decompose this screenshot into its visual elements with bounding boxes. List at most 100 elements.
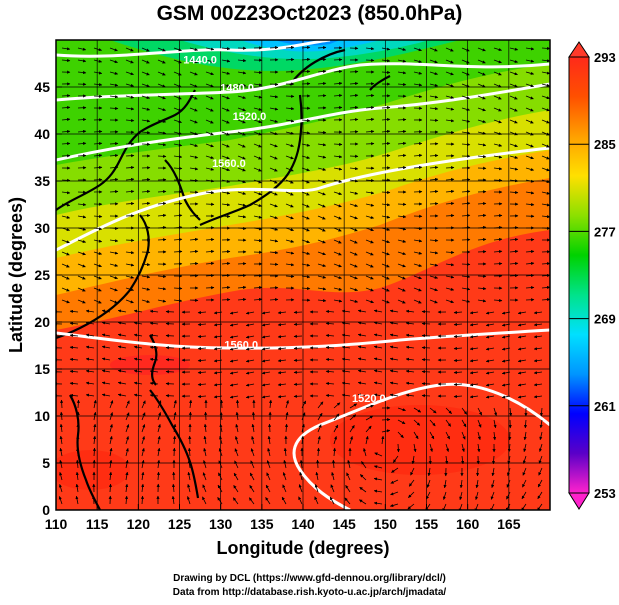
contour-label: 1520.0	[352, 393, 386, 405]
contour-label: 1560.0	[212, 158, 246, 170]
wind-arrow	[317, 412, 323, 421]
wind-arrow	[445, 214, 455, 218]
wind-arrow	[469, 359, 479, 363]
wind-arrow	[108, 471, 113, 481]
wind-arrow	[453, 322, 463, 327]
wind-arrow	[344, 497, 351, 505]
wind-arrow	[205, 71, 214, 76]
wind-arrow	[237, 262, 247, 266]
wind-arrow	[317, 81, 327, 86]
wind-arrow	[509, 261, 519, 266]
wind-arrow	[397, 419, 406, 425]
wind-arrow	[349, 263, 358, 268]
wind-arrow	[268, 399, 273, 409]
wind-arrow	[250, 460, 255, 469]
wind-arrow	[269, 298, 279, 302]
wind-arrow	[405, 333, 415, 337]
wind-arrow	[285, 58, 295, 62]
x-axis-ticks: 110 115 120 125 130 135 140 145 150 155 160 165	[45, 504, 521, 532]
wind-arrow	[141, 177, 151, 182]
wind-arrow	[77, 251, 86, 256]
wind-arrow	[517, 335, 527, 339]
wind-arrow	[245, 359, 255, 363]
wind-arrow	[149, 381, 159, 385]
wind-arrow	[485, 311, 495, 315]
wind-arrow	[221, 143, 230, 148]
wind-arrow	[125, 47, 134, 52]
wind-arrow	[61, 142, 71, 146]
colorbar-tick-label: 269	[594, 312, 616, 327]
wind-arrow	[85, 369, 95, 373]
wind-arrow	[101, 381, 111, 385]
philippines-coastline	[149, 389, 200, 499]
wind-arrow	[141, 412, 146, 421]
wind-arrow	[469, 335, 479, 339]
wind-arrow	[525, 107, 534, 112]
wind-arrow	[333, 402, 341, 409]
wind-arrow	[85, 357, 95, 361]
wind-arrow	[427, 467, 431, 477]
wind-arrow	[171, 495, 175, 505]
wind-arrow	[189, 237, 199, 242]
contour-1520-south	[292, 382, 550, 510]
wind-arrow	[317, 94, 327, 98]
wind-arrow	[85, 345, 95, 349]
wind-arrow	[541, 215, 550, 219]
wind-arrow	[469, 323, 479, 327]
wind-arrow	[389, 381, 399, 385]
wind-arrow	[469, 371, 479, 375]
wind-arrow	[173, 155, 183, 159]
wind-arrow	[202, 472, 207, 481]
wind-arrow	[341, 333, 351, 337]
wind-arrow	[202, 460, 207, 469]
wind-arrow	[492, 431, 497, 441]
wind-arrow	[333, 106, 343, 110]
wind-arrow	[411, 455, 415, 465]
wind-arrow	[413, 59, 422, 63]
wind-arrow	[325, 309, 335, 314]
wind-arrow	[269, 251, 279, 255]
wind-arrow	[213, 371, 223, 375]
wind-arrow	[389, 369, 399, 373]
wind-arrow	[461, 107, 470, 111]
wind-arrow	[125, 95, 135, 99]
wind-arrow	[429, 287, 438, 292]
wind-arrow	[525, 131, 534, 136]
wind-arrow	[173, 47, 182, 52]
wind-arrow	[341, 357, 351, 361]
wind-arrow	[329, 496, 335, 505]
wind-arrow	[517, 395, 527, 399]
wind-arrow	[253, 70, 263, 75]
map-title: GSM 00Z23Oct2023 (850.0hPa)	[156, 2, 463, 25]
wind-arrow	[390, 479, 399, 484]
wind-arrow	[133, 369, 143, 373]
wind-arrow	[75, 495, 79, 505]
wind-arrow	[189, 47, 198, 51]
contour-label: 1520.0	[233, 111, 267, 123]
wind-arrow	[186, 496, 191, 505]
wind-arrow	[173, 71, 182, 76]
wind-arrow	[493, 167, 503, 171]
wind-arrow	[213, 395, 223, 399]
wind-arrow	[141, 262, 151, 267]
wind-arrow	[357, 321, 367, 325]
y-tick-label: 25	[34, 267, 50, 283]
wind-arrow	[429, 177, 439, 182]
wind-arrow	[77, 263, 86, 268]
wind-arrow	[285, 155, 294, 160]
wind-arrow	[197, 322, 207, 327]
wind-arrow	[108, 483, 112, 493]
wind-arrow	[445, 119, 455, 123]
wind-arrow	[141, 59, 150, 64]
colorbar-body	[568, 56, 590, 494]
wind-arrow	[109, 275, 118, 280]
wind-arrow	[541, 155, 550, 160]
wind-arrow	[509, 119, 518, 124]
wind-arrow	[533, 359, 543, 363]
wind-arrow	[397, 299, 406, 304]
wind-arrow	[269, 143, 278, 148]
wind-arrow	[509, 167, 519, 171]
colorbar-tick-label: 285	[594, 137, 616, 152]
wind-arrow	[453, 310, 463, 315]
wind-arrow	[253, 215, 263, 219]
